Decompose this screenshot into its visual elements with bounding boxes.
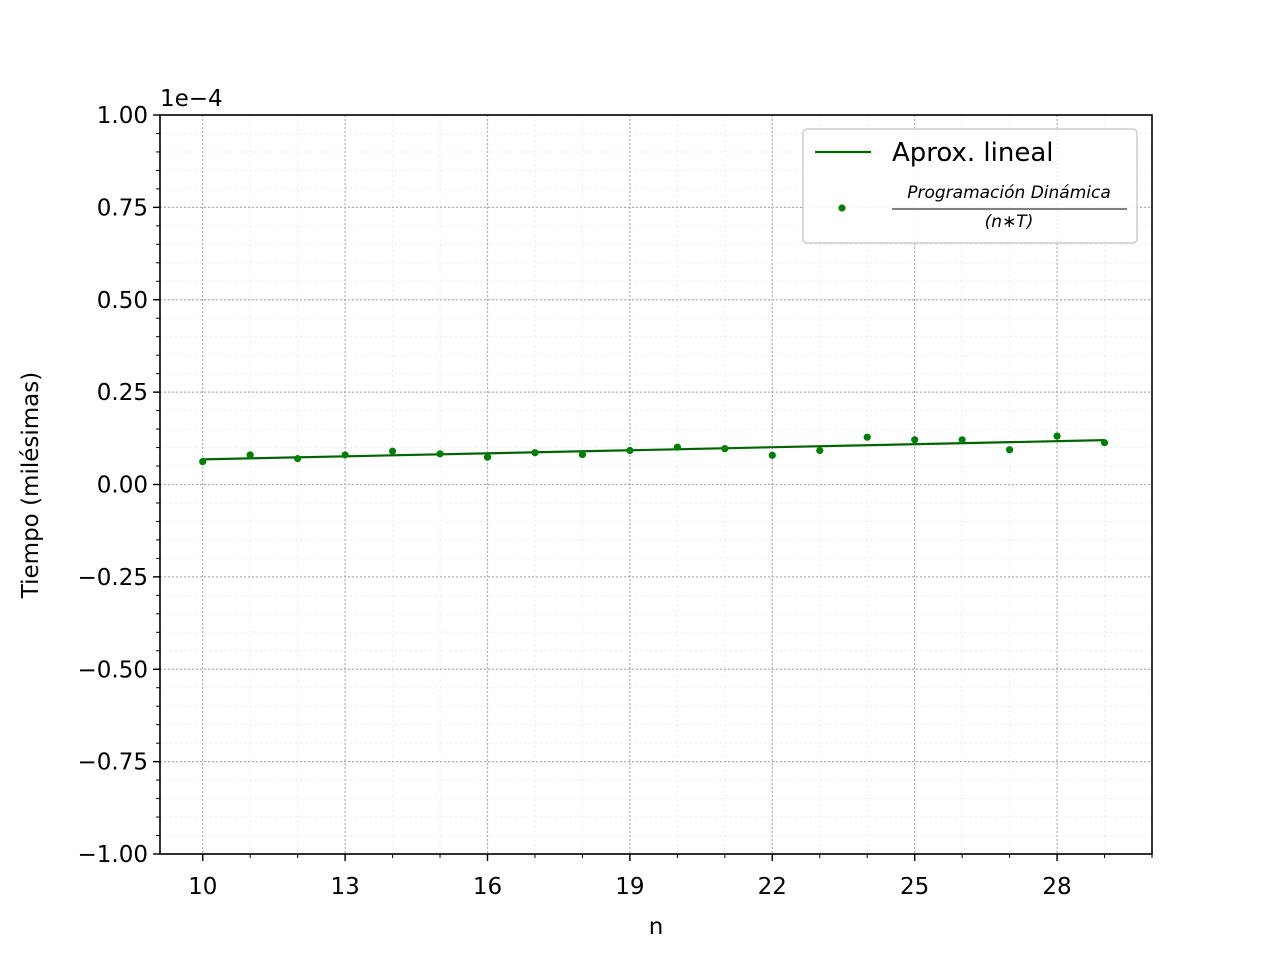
data-point bbox=[531, 449, 539, 457]
data-point bbox=[863, 433, 871, 441]
legend: Aprox. lineal Programación Dinámica (n∗T… bbox=[802, 128, 1138, 244]
y-tick-label: 0.75 bbox=[97, 195, 148, 221]
data-point bbox=[294, 455, 302, 463]
y-tick-label: −0.25 bbox=[78, 565, 148, 591]
y-tick-label: 1.00 bbox=[97, 103, 148, 129]
x-tick-label: 28 bbox=[1042, 874, 1071, 900]
data-point bbox=[1053, 432, 1061, 440]
major-grid bbox=[160, 114, 1152, 855]
legend-marker-swatch bbox=[838, 204, 846, 212]
data-point bbox=[816, 446, 824, 455]
y-tick-label: 0.50 bbox=[97, 288, 148, 314]
y-tick-label: −0.50 bbox=[78, 657, 148, 683]
y-tick-label: −1.00 bbox=[78, 842, 148, 868]
data-point bbox=[199, 457, 207, 466]
data-point bbox=[673, 443, 681, 451]
data-point bbox=[1100, 439, 1109, 447]
y-tick-label: 0.00 bbox=[97, 473, 148, 499]
legend-box bbox=[802, 128, 1138, 244]
data-point bbox=[1006, 446, 1014, 454]
legend-label-denominator: (n∗T) bbox=[985, 212, 1034, 232]
data-point bbox=[483, 453, 492, 461]
legend-label-linear-fit: Aprox. lineal bbox=[892, 138, 1054, 168]
x-tick-label: 13 bbox=[330, 874, 359, 900]
data-point bbox=[721, 445, 729, 453]
y-tick-label: −0.75 bbox=[78, 750, 148, 776]
linear-fit-line bbox=[202, 439, 1105, 461]
data-point bbox=[436, 450, 444, 458]
x-tick-label: 25 bbox=[900, 874, 929, 900]
data-point bbox=[578, 450, 587, 459]
data-points-series bbox=[199, 432, 1109, 466]
y-offset-label: 1e−4 bbox=[160, 86, 223, 112]
data-point bbox=[388, 447, 397, 455]
x-axis-ticks: 10 13 16 19 22 25 28 bbox=[188, 854, 1153, 900]
y-tick-label: 0.25 bbox=[97, 380, 148, 406]
x-tick-label: 19 bbox=[615, 874, 644, 900]
legend-label-numerator: Programación Dinámica bbox=[907, 183, 1111, 203]
linear-fit-series bbox=[202, 439, 1105, 461]
y-axis-ticks: 1.00 0.75 0.50 0.25 0.00 −0.25 −0.50 −0.75 −1.00 bbox=[78, 103, 160, 868]
y-axis-label: Tiempo (milésimas) bbox=[18, 372, 44, 599]
data-point bbox=[911, 436, 919, 444]
x-tick-label: 16 bbox=[473, 874, 502, 900]
data-point bbox=[341, 451, 349, 459]
x-tick-label: 10 bbox=[188, 874, 217, 900]
data-point bbox=[626, 446, 634, 455]
x-tick-label: 22 bbox=[758, 874, 787, 900]
data-point bbox=[958, 436, 966, 444]
data-point bbox=[246, 451, 254, 459]
data-point bbox=[768, 451, 776, 459]
x-axis-label: n bbox=[649, 914, 664, 940]
